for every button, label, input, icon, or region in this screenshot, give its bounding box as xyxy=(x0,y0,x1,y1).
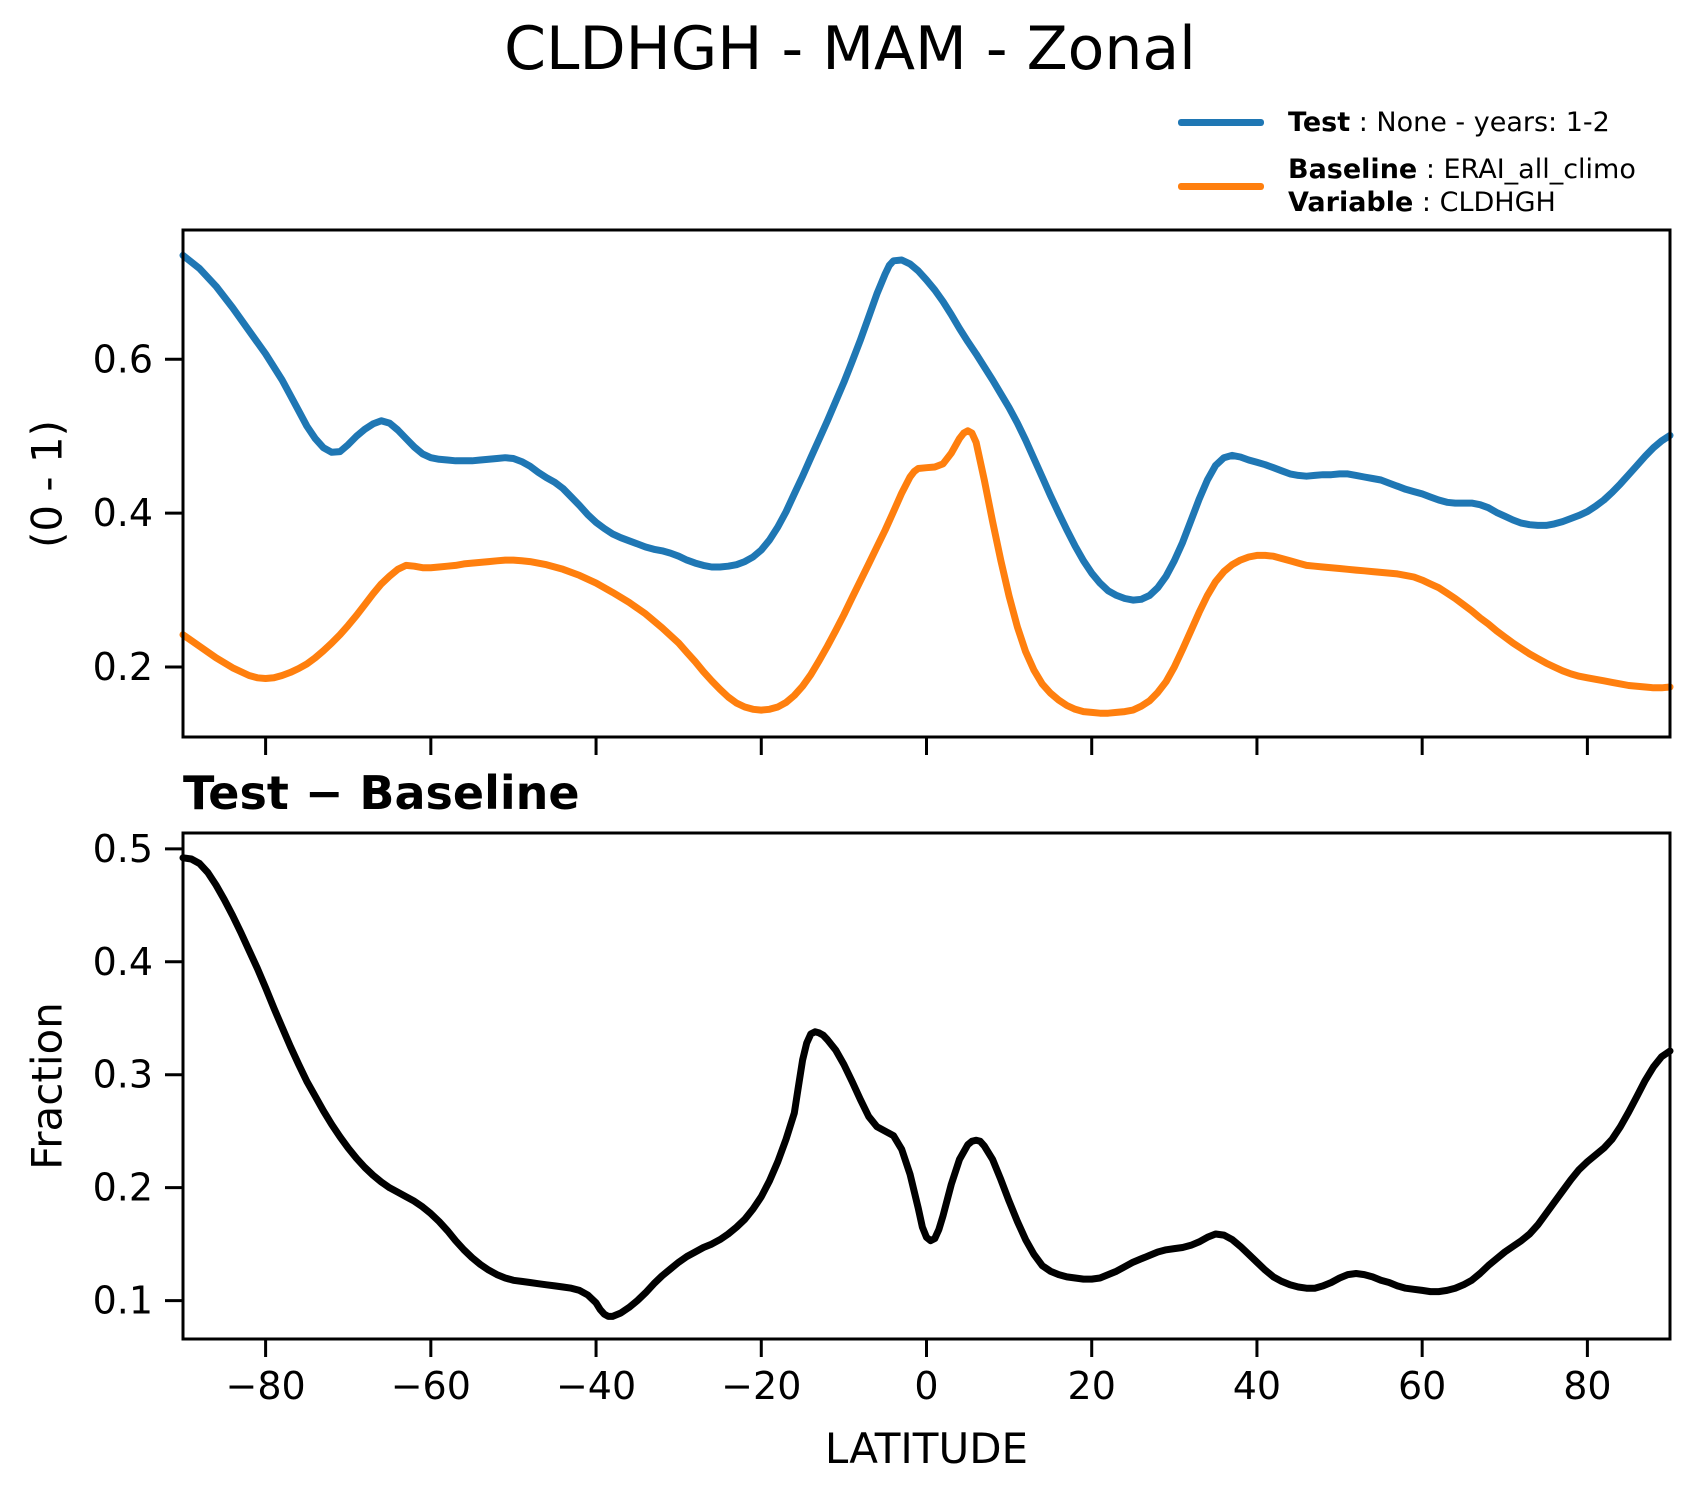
x-tick-label: −20 xyxy=(721,1364,801,1408)
x-tick-label: −60 xyxy=(391,1364,471,1408)
legend: Test : None - years: 1-2 Baseline : ERAI… xyxy=(1178,106,1636,233)
x-tick-label: 60 xyxy=(1398,1364,1446,1408)
y-tick-label: 0.4 xyxy=(93,491,153,535)
page-title: CLDHGH - MAM - Zonal xyxy=(504,14,1196,84)
x-tick-label: −40 xyxy=(556,1364,636,1408)
x-tick-label: 0 xyxy=(914,1364,938,1408)
legend-swatch-test xyxy=(1178,119,1264,126)
x-tick-label: 40 xyxy=(1233,1364,1281,1408)
x-axis-label: LATITUDE xyxy=(824,1424,1029,1473)
legend-entry-baseline: Baseline : ERAI_all_climo Variable : CLD… xyxy=(1178,153,1636,219)
y-tick-label: 0.2 xyxy=(93,645,153,689)
x-tick-label: 80 xyxy=(1563,1364,1611,1408)
y-tick-label: 0.3 xyxy=(93,1053,153,1097)
y-tick-label: 0.2 xyxy=(93,1166,153,1210)
legend-label-variable: Variable : CLDHGH xyxy=(1288,187,1556,218)
series-test-line xyxy=(179,251,1674,604)
x-tick-label: −80 xyxy=(226,1364,306,1408)
legend-swatch-baseline xyxy=(1178,182,1264,190)
bottom-panel-title: Test − Baseline xyxy=(183,766,580,820)
axes-frame xyxy=(181,831,1672,1341)
y-tick-label: 0.4 xyxy=(93,940,153,984)
series-baseline-line xyxy=(179,427,1674,717)
series-diff-line xyxy=(179,854,1674,1320)
y-tick-label: 0.1 xyxy=(93,1279,153,1323)
y-tick-label: 0.6 xyxy=(93,337,153,381)
legend-entry-test: Test : None - years: 1-2 xyxy=(1178,106,1636,139)
x-tick-label: 20 xyxy=(1068,1364,1116,1408)
legend-label-test: Test : None - years: 1-2 xyxy=(1288,107,1610,138)
axes-frame xyxy=(181,228,1672,739)
y-tick-label: 0.5 xyxy=(93,827,153,871)
legend-label-baseline: Baseline : ERAI_all_climo xyxy=(1288,154,1636,185)
